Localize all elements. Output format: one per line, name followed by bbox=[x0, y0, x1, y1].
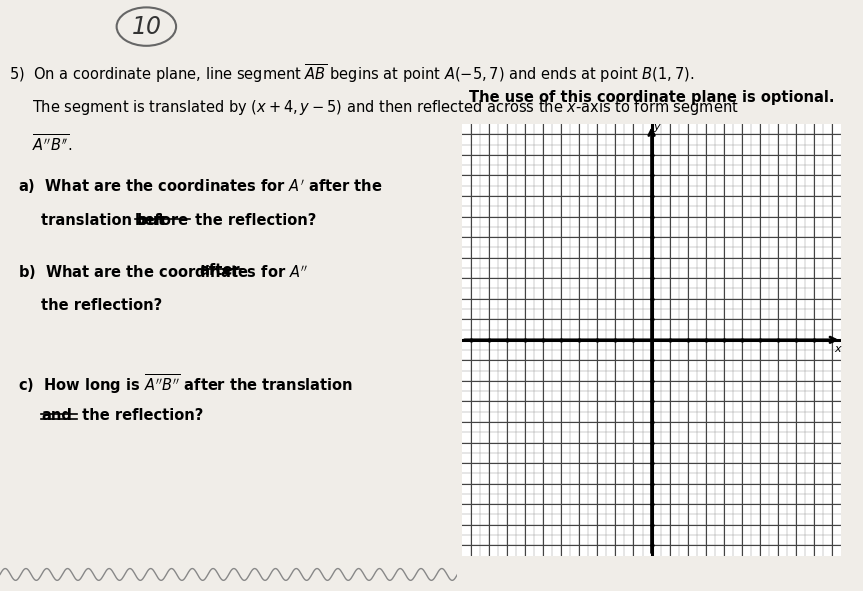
Text: 10: 10 bbox=[131, 15, 161, 39]
Text: The segment is translated by $(x + 4, y - 5)$ and then reflected across the $x$-: The segment is translated by $(x + 4, y … bbox=[32, 98, 739, 116]
Text: a)  What are the coordinates for $A'$ after the: a) What are the coordinates for $A'$ aft… bbox=[18, 177, 383, 196]
Text: the reflection?: the reflection? bbox=[190, 213, 316, 228]
Text: translation but: translation but bbox=[41, 213, 170, 228]
Text: the reflection?: the reflection? bbox=[77, 408, 203, 423]
Text: 5)  On a coordinate plane, line segment $\overline{AB}$ begins at point $A(-5, 7: 5) On a coordinate plane, line segment $… bbox=[9, 62, 695, 85]
Text: $x$: $x$ bbox=[835, 344, 843, 354]
Text: and: and bbox=[41, 408, 72, 423]
Text: The use of this coordinate plane is optional.: The use of this coordinate plane is opti… bbox=[469, 90, 835, 105]
Text: the reflection?: the reflection? bbox=[41, 298, 162, 313]
Text: before: before bbox=[135, 213, 189, 228]
Text: $y$: $y$ bbox=[653, 122, 663, 134]
Text: after: after bbox=[199, 263, 240, 278]
Text: b)  What are the coordinates for $A''$: b) What are the coordinates for $A''$ bbox=[18, 263, 309, 281]
Text: $\overline{A''B''}$.: $\overline{A''B''}$. bbox=[32, 133, 72, 154]
Text: c)  How long is $\overline{A''B''}$ after the translation: c) How long is $\overline{A''B''}$ after… bbox=[18, 372, 354, 395]
